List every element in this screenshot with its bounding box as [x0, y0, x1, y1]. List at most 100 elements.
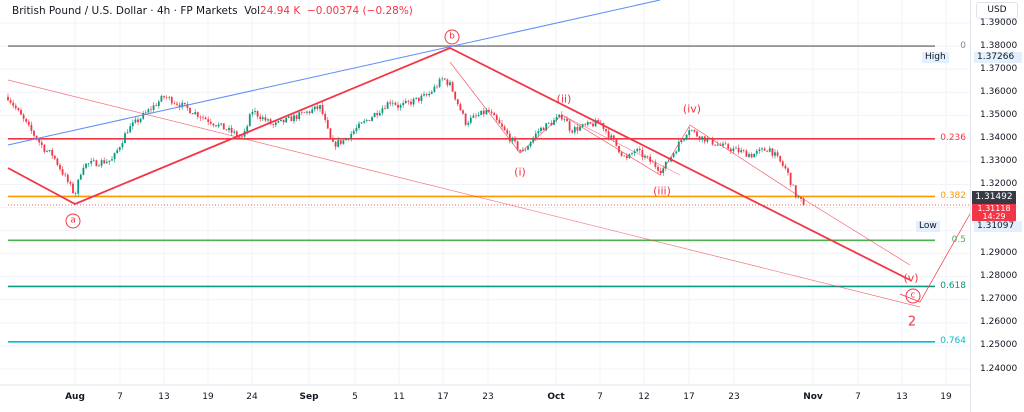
- candle-body: [256, 111, 259, 117]
- candle-body: [779, 155, 782, 162]
- candle-body: [685, 134, 688, 139]
- candle-body: [766, 150, 769, 152]
- candle-body: [360, 122, 363, 124]
- candle-body: [761, 148, 763, 150]
- candle-body: [511, 137, 514, 142]
- candle-body: [111, 159, 113, 161]
- symbol-title[interactable]: British Pound / U.S. Dollar · 4h · FP Ma…: [12, 5, 238, 17]
- candle-body: [285, 117, 288, 123]
- candle-body: [683, 138, 685, 141]
- candle-body: [763, 148, 766, 151]
- candle-body: [345, 138, 347, 141]
- candle-body: [423, 94, 425, 96]
- candle-body: [287, 116, 290, 118]
- price-tick: 1.34000: [980, 132, 1018, 143]
- candle-body: [261, 117, 264, 120]
- candle-body: [397, 104, 399, 108]
- candle-body: [212, 123, 215, 126]
- candle-body: [124, 133, 126, 144]
- wave-label-v: (v): [903, 271, 919, 285]
- candle-body: [181, 102, 184, 108]
- wave-label-2: 2: [907, 314, 917, 330]
- candle-body: [178, 104, 181, 108]
- candle-body: [527, 146, 529, 150]
- candle-body: [14, 105, 17, 109]
- candle-body: [771, 148, 774, 156]
- candle-body: [378, 112, 381, 116]
- candle-body: [355, 128, 358, 132]
- high-label: High: [922, 52, 949, 63]
- candle-body: [235, 131, 238, 137]
- candle-body: [532, 137, 535, 143]
- candle-body: [469, 117, 472, 123]
- candle-body: [139, 118, 142, 123]
- time-tick: Sep: [299, 392, 319, 402]
- candle-body: [802, 198, 805, 205]
- price-tick: 1.26000: [980, 317, 1018, 328]
- candle-body: [69, 181, 72, 184]
- candle-body: [183, 102, 186, 105]
- candle-body: [326, 120, 329, 129]
- time-tick: 7: [597, 392, 603, 402]
- candle-body: [636, 148, 639, 152]
- candle-body: [293, 115, 295, 122]
- candle-body: [503, 126, 506, 131]
- candle-body: [87, 163, 90, 165]
- candle-body: [646, 155, 649, 157]
- candle-body: [209, 121, 212, 124]
- candle-body: [550, 122, 553, 125]
- candle-body: [729, 148, 732, 152]
- candle-body: [412, 98, 415, 105]
- time-tick: Aug: [65, 392, 85, 402]
- candle-body: [641, 150, 644, 158]
- candle-body: [334, 141, 337, 147]
- candle-body: [157, 101, 160, 106]
- candle-body: [576, 127, 579, 131]
- candle-body: [72, 183, 74, 193]
- candle-body: [207, 119, 210, 122]
- candle-body: [558, 114, 561, 118]
- wave-label-i: (i): [514, 165, 526, 179]
- candle-body: [776, 152, 779, 156]
- candle-body: [241, 136, 243, 137]
- candle-body: [667, 161, 670, 163]
- candle-body: [597, 119, 600, 123]
- wave-label-iv: (iv): [682, 102, 702, 116]
- candle-body: [724, 143, 727, 145]
- candle-body: [7, 96, 9, 101]
- candle-body: [321, 105, 324, 114]
- time-tick: 23: [482, 392, 494, 402]
- time-tick: 12: [638, 392, 650, 402]
- time-tick: Nov: [803, 392, 823, 402]
- candle-body: [750, 154, 753, 158]
- candle-body: [537, 131, 540, 134]
- fib-level-label: 0.236: [940, 133, 966, 144]
- candle-body: [579, 126, 581, 131]
- candle-body: [774, 152, 776, 156]
- last-price: 1.31118: [977, 204, 1011, 213]
- candle-body: [137, 119, 139, 123]
- currency-button[interactable]: USD: [976, 2, 1018, 19]
- fib-retracement: [8, 45, 935, 343]
- candle-body: [113, 153, 116, 160]
- candle-body: [449, 82, 451, 86]
- candle-body: [438, 79, 441, 87]
- candle-body: [389, 102, 392, 104]
- candle-body: [714, 144, 717, 146]
- candle-body: [610, 135, 613, 138]
- candle-body: [22, 114, 25, 119]
- blue-trendline: [7, 0, 661, 146]
- candle-body: [142, 112, 145, 119]
- candle-body: [698, 136, 701, 140]
- candle-body: [319, 105, 321, 109]
- candle-body: [612, 135, 615, 140]
- candle-body: [659, 170, 662, 173]
- candle-body: [311, 109, 314, 114]
- candle-body: [498, 120, 501, 124]
- time-tick: 19: [202, 392, 214, 402]
- candle-body: [529, 142, 532, 147]
- candle-body: [74, 192, 77, 194]
- candle-body: [394, 102, 397, 105]
- fib-level-label: 0.382: [940, 190, 966, 201]
